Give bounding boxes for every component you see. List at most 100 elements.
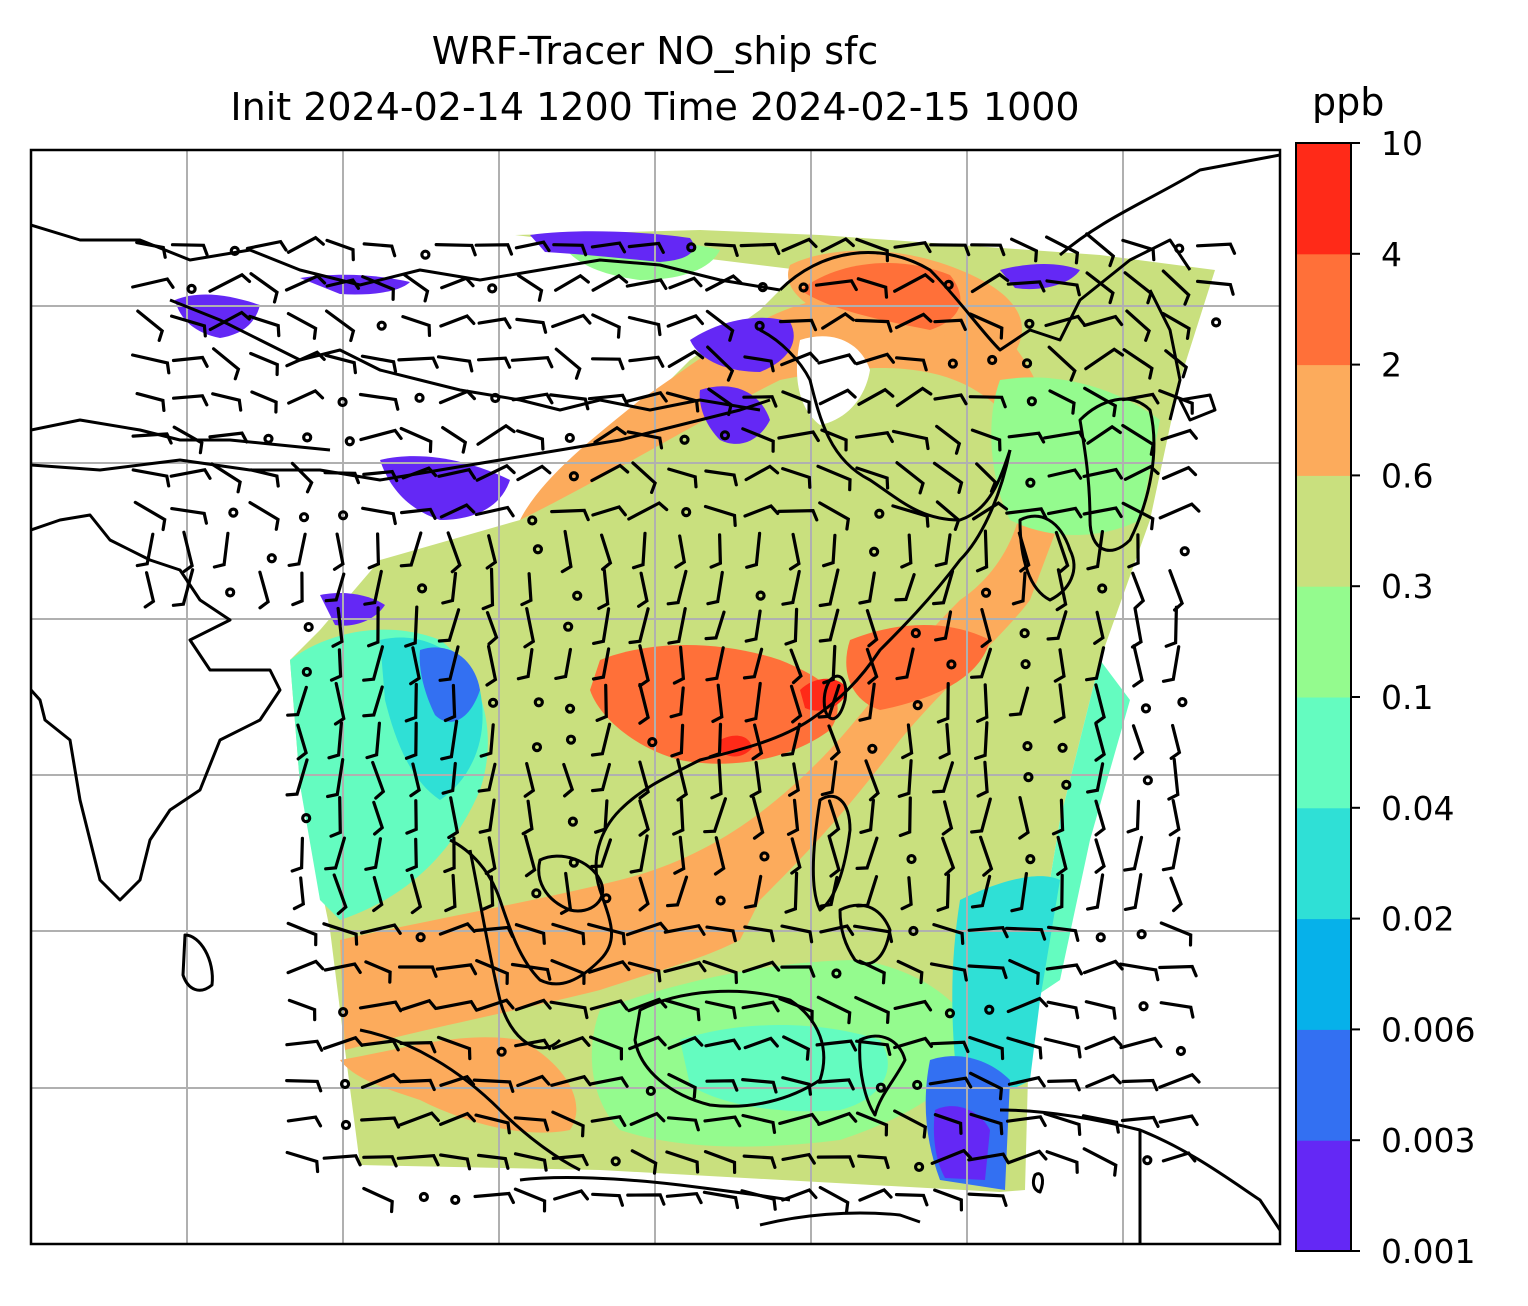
wind-barb (401, 315, 432, 337)
wind-barb (894, 573, 916, 602)
wind-barb (820, 428, 848, 452)
wind-barb (514, 240, 551, 253)
wind-barb (325, 238, 355, 262)
wind-barb (591, 505, 627, 517)
wind-barb (436, 355, 474, 373)
wind-barb (248, 314, 281, 338)
wind-barb (932, 923, 965, 945)
wind-barb (933, 1113, 963, 1135)
calm-wind-marker (490, 392, 501, 404)
wind-barb (702, 959, 738, 985)
wind-barb (1161, 465, 1198, 480)
wind-barb (703, 797, 727, 834)
wind-barb (587, 393, 629, 406)
wind-barb (182, 530, 194, 574)
calm-wind-marker (228, 507, 239, 518)
wind-barb (562, 762, 575, 798)
calm-wind-marker (563, 621, 574, 632)
wind-barb (781, 569, 801, 606)
map-title-line2: Init 2024-02-14 1200 Time 2024-02-15 100… (230, 85, 1080, 129)
wind-barb (1118, 962, 1160, 982)
calm-wind-marker (1022, 741, 1033, 752)
calm-wind-marker (1097, 583, 1108, 594)
wind-barb (933, 393, 968, 406)
wind-barb (1008, 686, 1030, 717)
wind-barb (941, 800, 954, 836)
wind-barb (1084, 347, 1125, 371)
wind-barb (817, 684, 841, 719)
wind-barb (1132, 644, 1144, 688)
calm-wind-marker (229, 245, 240, 256)
wind-barb (893, 999, 933, 1012)
wind-barb (821, 311, 855, 330)
wind-barb (589, 1035, 623, 1061)
wind-barb (135, 392, 166, 412)
wind-barb (778, 997, 814, 1023)
calm-wind-marker (1175, 1045, 1187, 1057)
wind-barb (1053, 683, 1066, 724)
wind-barb (817, 353, 857, 365)
wind-barb (627, 241, 665, 254)
wind-barb (592, 607, 611, 645)
wind-barb (1161, 311, 1191, 340)
calm-wind-marker (533, 697, 544, 708)
wind-barb (928, 1076, 973, 1089)
wind-barb (485, 644, 498, 687)
wind-barb (854, 996, 890, 1024)
wind-barb (1043, 1037, 1082, 1059)
wind-barb (891, 504, 930, 528)
calm-wind-marker (568, 471, 579, 482)
colorbar-swatch (1296, 253, 1351, 366)
wind-barb (549, 393, 590, 411)
wind-barb (1086, 873, 1105, 911)
calm-wind-marker (987, 354, 998, 366)
wind-barb (898, 796, 912, 838)
calm-wind-marker (908, 925, 919, 937)
wind-barb (333, 681, 346, 726)
wind-barb (443, 683, 457, 723)
wind-barb (1046, 610, 1068, 641)
calm-wind-marker (564, 432, 575, 444)
wind-barb (1169, 876, 1183, 913)
wind-barb (858, 959, 886, 985)
calm-wind-marker (572, 590, 583, 601)
wind-barb (1160, 428, 1198, 442)
wind-barb (777, 430, 820, 443)
wind-barb (1056, 835, 1068, 876)
wind-barb (743, 504, 780, 518)
wind-barb (1121, 423, 1155, 456)
wind-barb (208, 272, 252, 293)
wind-barb (741, 427, 775, 453)
wind-barb (1121, 1078, 1159, 1092)
wind-barb (705, 1079, 739, 1092)
wind-barb (513, 1152, 548, 1172)
wind-barb (713, 836, 726, 876)
wind-barb (631, 531, 647, 570)
wind-barb (865, 647, 879, 685)
wind-barb (788, 762, 800, 797)
wind-barb (970, 797, 992, 834)
wind-barb (638, 683, 650, 725)
wind-barb (1006, 1115, 1047, 1128)
wind-barb (439, 1074, 476, 1087)
wind-barb (1006, 1036, 1043, 1060)
colorbar-swatch (1296, 807, 1351, 920)
wind-barb (513, 1116, 550, 1132)
colorbar-ticks: 0.001 0.003 0.006 0.02 0.04 0.1 0.3 0.6 2 4 10 (1351, 124, 1475, 1271)
wind-barb (967, 1152, 1010, 1165)
wind-barb (1045, 963, 1083, 976)
wind-barb (514, 923, 546, 945)
wind-barb (629, 1111, 666, 1126)
wind-barb (367, 532, 381, 570)
wind-barb (365, 721, 381, 760)
wind-barb (816, 464, 852, 492)
wind-barb (1083, 386, 1118, 418)
wind-barb (1161, 269, 1191, 306)
wind-barb (930, 1148, 973, 1165)
wind-barb (818, 568, 840, 608)
wind-barb (744, 609, 762, 643)
wind-barb (672, 645, 686, 685)
wind-barb (1094, 799, 1106, 837)
wind-barb (744, 464, 780, 482)
wind-barb (362, 1186, 394, 1214)
